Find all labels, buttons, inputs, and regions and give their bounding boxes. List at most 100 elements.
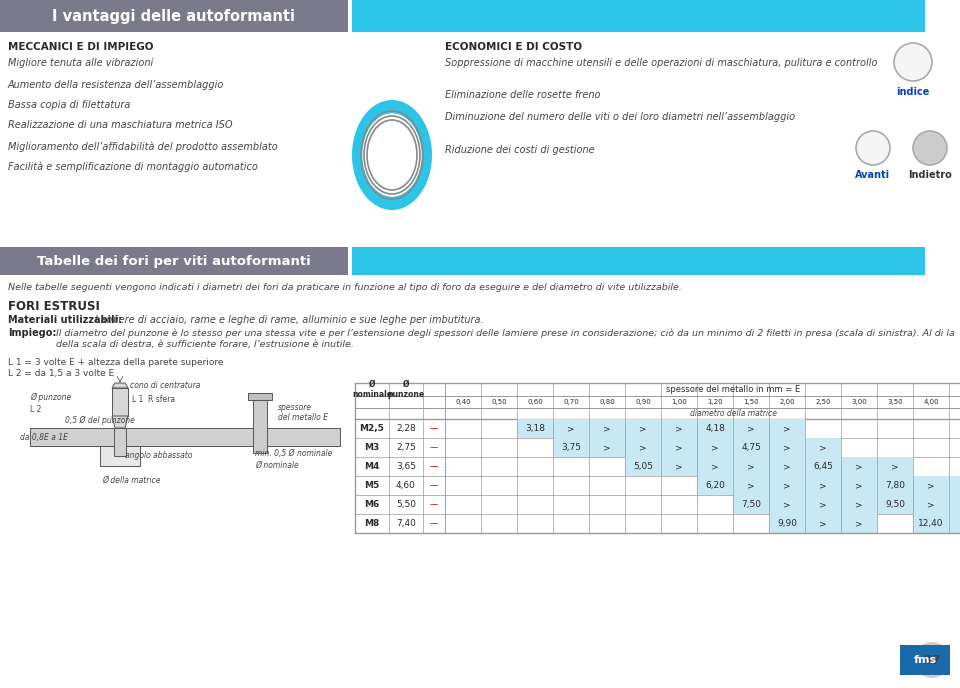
FancyBboxPatch shape bbox=[733, 495, 769, 514]
Text: 9,50: 9,50 bbox=[885, 500, 905, 509]
Text: Migliore tenuta alle vibrazioni: Migliore tenuta alle vibrazioni bbox=[8, 58, 154, 68]
FancyBboxPatch shape bbox=[733, 457, 769, 476]
FancyBboxPatch shape bbox=[805, 438, 841, 457]
FancyBboxPatch shape bbox=[112, 388, 128, 416]
FancyBboxPatch shape bbox=[625, 457, 661, 476]
FancyBboxPatch shape bbox=[900, 645, 950, 675]
FancyBboxPatch shape bbox=[877, 476, 913, 495]
Text: 0,5 Ø del punzone: 0,5 Ø del punzone bbox=[65, 416, 134, 425]
FancyBboxPatch shape bbox=[661, 457, 697, 476]
Circle shape bbox=[913, 131, 947, 165]
Text: >: > bbox=[783, 481, 791, 490]
Text: Materiali utilizzabili:: Materiali utilizzabili: bbox=[8, 315, 122, 325]
FancyBboxPatch shape bbox=[697, 438, 733, 457]
FancyBboxPatch shape bbox=[913, 476, 949, 495]
FancyBboxPatch shape bbox=[841, 476, 877, 495]
Text: R sfera: R sfera bbox=[148, 395, 175, 404]
Text: Lamiere di acciaio, rame e leghe di rame, alluminio e sue leghe per imbutitura.: Lamiere di acciaio, rame e leghe di rame… bbox=[95, 315, 484, 325]
Text: 2,50: 2,50 bbox=[815, 399, 830, 405]
FancyBboxPatch shape bbox=[769, 514, 805, 533]
FancyBboxPatch shape bbox=[841, 495, 877, 514]
Text: L 1: L 1 bbox=[132, 395, 143, 404]
Text: >: > bbox=[639, 443, 647, 452]
Text: —: — bbox=[430, 443, 438, 452]
FancyBboxPatch shape bbox=[913, 514, 949, 533]
Ellipse shape bbox=[363, 114, 421, 196]
Text: 2,28: 2,28 bbox=[396, 424, 416, 433]
Text: 2,00: 2,00 bbox=[780, 399, 795, 405]
Text: Eliminazione delle rosette freno: Eliminazione delle rosette freno bbox=[445, 90, 601, 100]
Text: 4,18: 4,18 bbox=[705, 424, 725, 433]
Text: M2,5: M2,5 bbox=[360, 424, 384, 433]
FancyBboxPatch shape bbox=[769, 419, 805, 438]
FancyBboxPatch shape bbox=[589, 438, 625, 457]
FancyBboxPatch shape bbox=[517, 419, 553, 438]
Polygon shape bbox=[112, 383, 128, 388]
FancyBboxPatch shape bbox=[877, 457, 913, 476]
Text: >: > bbox=[639, 424, 647, 433]
Text: 1,00: 1,00 bbox=[671, 399, 686, 405]
Text: 37: 37 bbox=[924, 654, 941, 667]
Text: da 0,8E a 1E: da 0,8E a 1E bbox=[20, 433, 68, 442]
Text: min. 0,5 Ø nominale: min. 0,5 Ø nominale bbox=[255, 449, 332, 458]
FancyBboxPatch shape bbox=[913, 495, 949, 514]
FancyBboxPatch shape bbox=[697, 419, 733, 438]
Text: >: > bbox=[855, 519, 863, 528]
Text: Ø
punzone: Ø punzone bbox=[388, 380, 424, 399]
Text: >: > bbox=[783, 424, 791, 433]
Text: >: > bbox=[783, 500, 791, 509]
Text: Facilità e semplificazione di montaggio automatico: Facilità e semplificazione di montaggio … bbox=[8, 162, 258, 173]
Text: >: > bbox=[567, 424, 575, 433]
FancyBboxPatch shape bbox=[553, 438, 589, 457]
Text: 12,40: 12,40 bbox=[919, 519, 944, 528]
Text: >: > bbox=[855, 462, 863, 471]
Text: Diminuzione del numero delle viti o dei loro diametri nell’assemblaggio: Diminuzione del numero delle viti o dei … bbox=[445, 112, 795, 122]
Text: 7,50: 7,50 bbox=[741, 500, 761, 509]
Text: 6,45: 6,45 bbox=[813, 462, 833, 471]
Text: spessore: spessore bbox=[278, 403, 312, 412]
FancyBboxPatch shape bbox=[100, 446, 140, 466]
Text: 3,75: 3,75 bbox=[561, 443, 581, 452]
Text: —: — bbox=[430, 519, 438, 528]
FancyBboxPatch shape bbox=[589, 419, 625, 438]
Text: >: > bbox=[819, 481, 827, 490]
FancyBboxPatch shape bbox=[697, 457, 733, 476]
Text: 0,50: 0,50 bbox=[492, 399, 507, 405]
Text: 4,00: 4,00 bbox=[924, 399, 939, 405]
Text: 0,60: 0,60 bbox=[527, 399, 542, 405]
Text: >: > bbox=[927, 481, 935, 490]
Text: spessore del metallo in mm = E: spessore del metallo in mm = E bbox=[666, 385, 800, 394]
Text: —: — bbox=[430, 481, 438, 490]
Text: >: > bbox=[819, 500, 827, 509]
Text: >: > bbox=[891, 462, 899, 471]
FancyBboxPatch shape bbox=[733, 419, 769, 438]
Text: 7,40: 7,40 bbox=[396, 519, 416, 528]
Text: M8: M8 bbox=[365, 519, 379, 528]
FancyBboxPatch shape bbox=[553, 419, 589, 438]
Text: Il diametro del punzone è lo stesso per una stessa vite e per l’estensione degli: Il diametro del punzone è lo stesso per … bbox=[56, 328, 955, 338]
FancyBboxPatch shape bbox=[625, 419, 661, 438]
Text: >: > bbox=[711, 443, 719, 452]
FancyBboxPatch shape bbox=[114, 428, 126, 456]
FancyBboxPatch shape bbox=[30, 428, 340, 446]
Text: 0,70: 0,70 bbox=[564, 399, 579, 405]
Text: >: > bbox=[819, 519, 827, 528]
Text: 3,50: 3,50 bbox=[887, 399, 902, 405]
Text: della scala di destra, è sufficiente forare, l’estrusione è inutile.: della scala di destra, è sufficiente for… bbox=[56, 340, 354, 349]
Text: 3,18: 3,18 bbox=[525, 424, 545, 433]
FancyBboxPatch shape bbox=[625, 438, 661, 457]
Text: fms: fms bbox=[913, 655, 937, 665]
Text: >: > bbox=[747, 424, 755, 433]
Polygon shape bbox=[112, 416, 128, 428]
Text: Soppressione di macchine utensili e delle operazioni di maschiatura, pulitura e : Soppressione di macchine utensili e dell… bbox=[445, 58, 877, 68]
Text: Miglioramento dell’affidabilità del prodotto assemblato: Miglioramento dell’affidabilità del prod… bbox=[8, 142, 277, 153]
Text: del metallo E: del metallo E bbox=[278, 413, 328, 422]
FancyBboxPatch shape bbox=[769, 438, 805, 457]
Text: Ø punzone: Ø punzone bbox=[30, 393, 71, 402]
Text: Realizzazione di una maschiatura metrica ISO: Realizzazione di una maschiatura metrica… bbox=[8, 120, 232, 130]
FancyBboxPatch shape bbox=[248, 393, 272, 400]
Text: 3,65: 3,65 bbox=[396, 462, 416, 471]
FancyBboxPatch shape bbox=[352, 247, 925, 275]
Text: Indietro: Indietro bbox=[908, 170, 952, 180]
Text: Nelle tabelle seguenti vengono indicati i diametri dei fori da praticare in funz: Nelle tabelle seguenti vengono indicati … bbox=[8, 283, 682, 292]
